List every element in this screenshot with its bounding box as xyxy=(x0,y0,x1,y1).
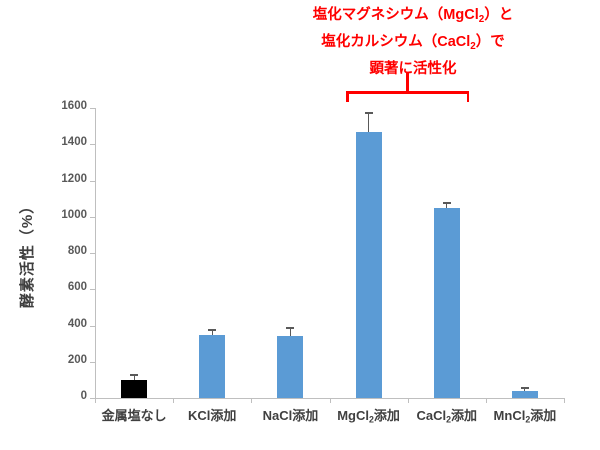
error-whisker-mgcl2-added xyxy=(368,112,370,133)
y-tick-mark xyxy=(90,289,95,291)
y-tick-mark xyxy=(90,108,95,109)
annotation-text: 塩化マグネシウム（MgCl xyxy=(312,7,479,23)
x-axis-label-no-metal-salt: 金属塩なし xyxy=(101,408,167,423)
x-axis-label-kcl-added: KCl添加 xyxy=(188,408,237,423)
y-tick-label: 800 xyxy=(67,245,87,257)
error-whisker-mncl2-added xyxy=(524,388,526,391)
y-tick-label: 0 xyxy=(80,390,87,402)
annotation-subscript: 2 xyxy=(470,40,476,52)
y-tick-mark xyxy=(90,398,95,399)
x-tick-mark xyxy=(485,398,487,403)
bar-no-metal-salt xyxy=(121,379,148,398)
bracket-right-end xyxy=(466,91,469,102)
error-cap-nacl-added xyxy=(286,327,295,330)
bracket-horizontal xyxy=(346,91,469,94)
annotation-text: ）と xyxy=(484,7,514,23)
bracket-stem xyxy=(406,73,409,92)
bar-nacl-added xyxy=(277,336,304,398)
annotation-line-1: 塩化マグネシウム（MgCl2）と xyxy=(258,4,568,31)
y-tick-label: 200 xyxy=(67,353,87,366)
y-tick-label: 1000 xyxy=(61,208,87,221)
error-cap-kcl-added xyxy=(208,329,217,332)
annotation-line-3: 顕著に活性化 xyxy=(258,58,568,85)
x-axis-label-cacl2-added: CaCl2添加 xyxy=(416,408,478,425)
bar-kcl-added xyxy=(199,335,226,398)
y-tick-mark xyxy=(90,180,95,182)
x-axis-label-mncl2-added: MnCl2添加 xyxy=(493,408,557,425)
y-axis-line xyxy=(95,108,96,399)
error-cap-mncl2-added xyxy=(520,387,529,390)
error-whisker-kcl-added xyxy=(211,330,213,336)
annotation-text: ）で xyxy=(475,33,505,50)
y-tick-mark xyxy=(90,361,95,363)
y-tick-label: 600 xyxy=(67,281,87,294)
bar-mgcl2-added xyxy=(355,132,382,398)
bar-cacl2-added xyxy=(433,207,460,398)
y-tick-mark xyxy=(90,325,95,327)
error-cap-mgcl2-added xyxy=(364,111,373,114)
bracket-left-end xyxy=(346,91,349,102)
annotation-subscript: 2 xyxy=(478,13,485,25)
y-tick-mark xyxy=(90,144,95,146)
error-cap-no-metal-salt xyxy=(130,374,139,377)
annotation-line-2: 塩化カルシウム（CaCl2）で xyxy=(258,31,568,58)
x-axis-label-nacl-added: NaCl添加 xyxy=(262,408,319,423)
y-tick-mark xyxy=(90,253,95,254)
annotation-callout: 塩化マグネシウム（MgCl2）と 塩化カルシウム（CaCl2）で 顕著に活性化 xyxy=(258,4,568,85)
error-whisker-nacl-added xyxy=(289,328,291,337)
x-tick-mark xyxy=(407,398,409,403)
annotation-text: 塩化カルシウム（CaCl xyxy=(321,33,471,50)
y-axis-title: 酵素活性（%） xyxy=(19,197,36,309)
y-tick-label: 1600 xyxy=(61,100,87,112)
x-tick-mark xyxy=(95,398,96,403)
bar-mncl2-added xyxy=(511,390,538,398)
x-tick-mark xyxy=(173,398,175,403)
y-tick-label: 1400 xyxy=(61,136,87,149)
error-whisker-no-metal-salt xyxy=(133,375,135,380)
x-tick-mark xyxy=(251,398,253,403)
y-tick-label: 400 xyxy=(67,317,87,330)
y-tick-label: 1200 xyxy=(61,172,87,185)
annotation-text: 顕著に活性化 xyxy=(369,60,457,77)
y-tick-mark xyxy=(90,216,95,218)
x-tick-mark xyxy=(564,398,565,403)
error-whisker-cacl2-added xyxy=(446,203,448,208)
x-tick-mark xyxy=(329,398,331,403)
x-axis-label-mgcl2-added: MgCl2添加 xyxy=(337,408,400,425)
error-cap-cacl2-added xyxy=(442,202,451,205)
